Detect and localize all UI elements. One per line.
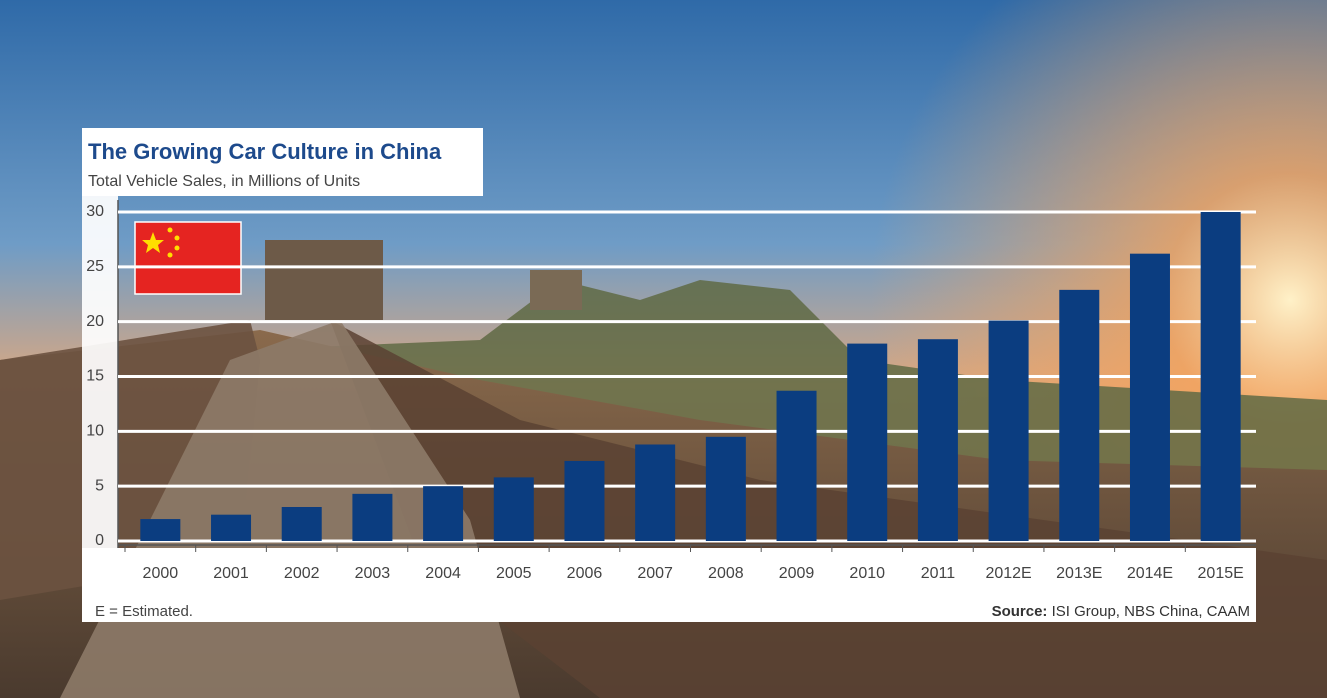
x-tick-label: 2005 xyxy=(496,565,532,582)
bar xyxy=(352,493,393,541)
source-label: Source: xyxy=(992,603,1048,620)
bar xyxy=(705,436,746,541)
x-tick-label: 2007 xyxy=(637,565,673,582)
chart-subtitle: Total Vehicle Sales, in Millions of Unit… xyxy=(88,173,360,190)
x-tick-label: 2014E xyxy=(1127,565,1173,582)
bar xyxy=(281,507,322,541)
title-box xyxy=(82,128,483,196)
y-tick-label: 25 xyxy=(86,258,104,275)
bar xyxy=(847,343,888,541)
source: Source: ISI Group, NBS China, CAAM xyxy=(992,603,1250,620)
y-tick-label: 10 xyxy=(86,423,104,440)
bar xyxy=(776,390,817,541)
source-text: ISI Group, NBS China, CAAM xyxy=(1052,603,1250,620)
x-axis-band xyxy=(82,548,1256,622)
x-tick-label: 2006 xyxy=(567,565,603,582)
y-tick-label: 20 xyxy=(86,313,104,330)
x-tick-label: 2002 xyxy=(284,565,320,582)
bar xyxy=(493,477,534,541)
bar xyxy=(917,339,958,541)
x-tick-label: 2009 xyxy=(779,565,815,582)
bar xyxy=(988,320,1029,541)
bar xyxy=(140,519,181,541)
y-tick-label: 5 xyxy=(95,477,104,494)
x-tick-label: 2010 xyxy=(849,565,885,582)
note: E = Estimated. xyxy=(95,603,193,620)
y-tick-label: 30 xyxy=(86,203,104,220)
chart-title: The Growing Car Culture in China xyxy=(88,139,442,164)
bar xyxy=(564,460,605,541)
x-tick-label: 2013E xyxy=(1056,565,1102,582)
x-tick-label: 2003 xyxy=(355,565,391,582)
x-tick-label: 2008 xyxy=(708,565,744,582)
x-tick-label: 2012E xyxy=(985,565,1031,582)
x-tick-label: 2001 xyxy=(213,565,249,582)
bar xyxy=(1200,212,1241,541)
x-tick-label: 2004 xyxy=(425,565,461,582)
y-tick-label: 15 xyxy=(86,368,104,385)
bar xyxy=(423,486,464,541)
x-tick-label: 2011 xyxy=(921,565,956,582)
x-tick-label: 2015E xyxy=(1198,565,1244,582)
bar xyxy=(1059,289,1100,541)
x-tick-label: 2000 xyxy=(143,565,179,582)
bar xyxy=(635,444,676,541)
bar xyxy=(211,514,252,541)
y-axis-band xyxy=(82,196,118,560)
bar xyxy=(1129,253,1170,541)
flag xyxy=(134,221,242,295)
y-tick-label: 0 xyxy=(95,532,104,549)
